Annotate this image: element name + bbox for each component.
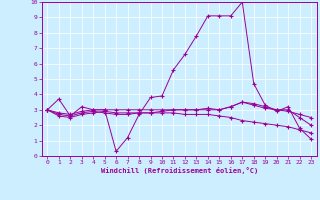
X-axis label: Windchill (Refroidissement éolien,°C): Windchill (Refroidissement éolien,°C) (100, 167, 258, 174)
